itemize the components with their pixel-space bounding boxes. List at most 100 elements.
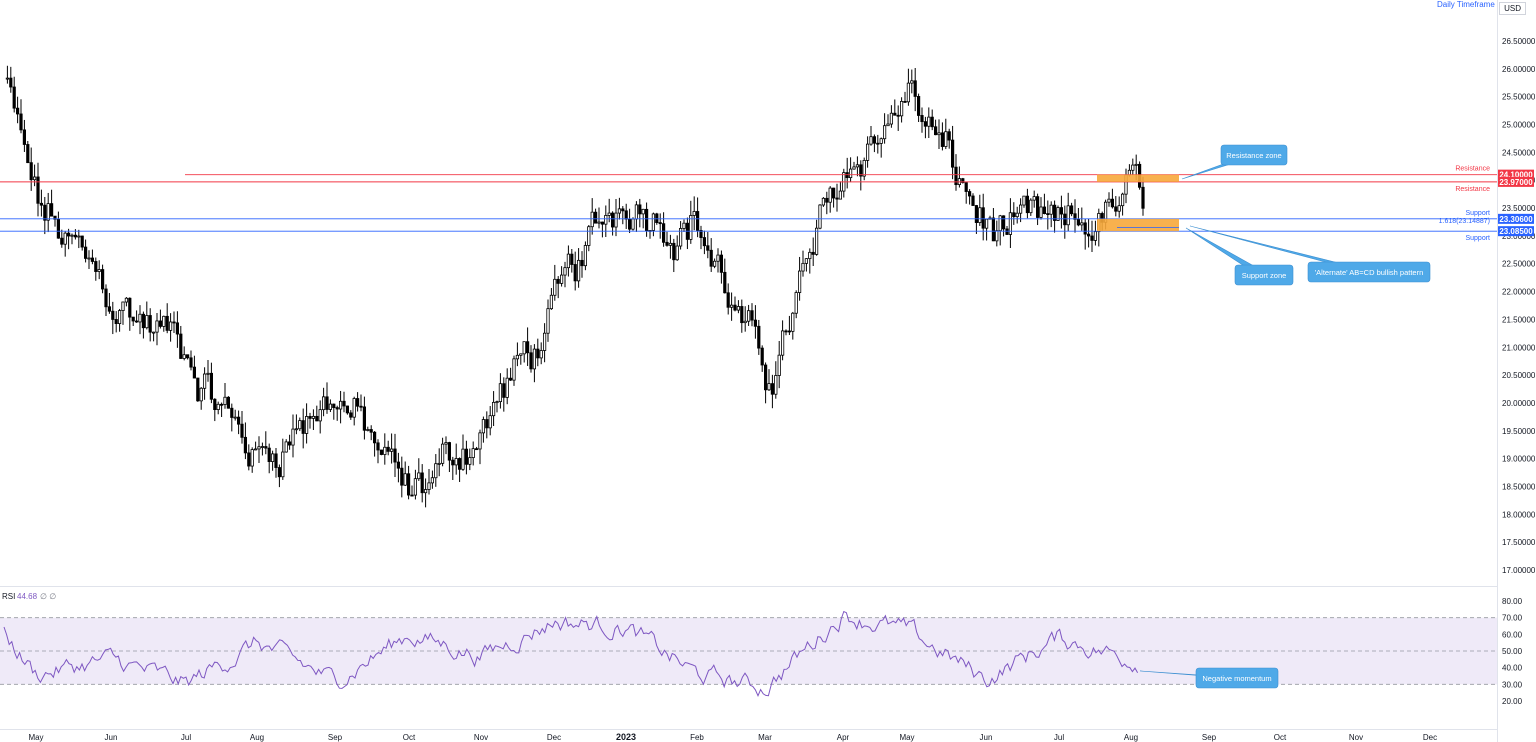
rsi-axis[interactable]: 80.00 70.00 60.00 50.00 40.00 30.00 20.00 <box>1502 597 1523 706</box>
candle-body <box>570 253 574 265</box>
candle-body <box>12 86 16 109</box>
candle-body <box>590 211 594 228</box>
candle-body <box>900 100 904 117</box>
candle-body <box>111 310 115 320</box>
candle-body <box>964 182 968 192</box>
candle-body <box>583 245 588 267</box>
candle-body <box>444 442 448 445</box>
candle-body <box>604 215 608 225</box>
candle-body <box>396 461 401 469</box>
candle-body <box>355 398 360 407</box>
candle-body <box>566 253 571 269</box>
candle-body <box>372 431 377 444</box>
candle-body <box>131 316 135 322</box>
candle-body <box>580 259 584 267</box>
time-tick-label: Oct <box>403 733 416 742</box>
candle-body <box>175 322 179 335</box>
candle-body <box>349 412 353 418</box>
candle-body <box>240 423 244 438</box>
candle-body <box>1087 233 1091 237</box>
candle-body <box>114 319 118 324</box>
rsi-tick-label: 60.00 <box>1502 630 1523 639</box>
candle-body <box>971 195 975 206</box>
rsi-legend-value: 44.68 <box>17 592 38 601</box>
candle-body <box>498 383 503 403</box>
candle-body <box>1127 169 1131 176</box>
time-axis[interactable]: May Jun Jul Aug Sep Oct Nov Dec 2023 Feb Mar Apr May… <box>28 732 1437 742</box>
level-name: Resistance <box>1455 166 1490 173</box>
candle-body <box>485 419 489 429</box>
level-badge-value: 24.10000 <box>1499 171 1533 180</box>
time-tick-label: Aug <box>250 733 264 742</box>
candle-body <box>284 441 288 453</box>
rsi-tick-label: 40.00 <box>1502 664 1523 673</box>
candle-body <box>662 223 666 243</box>
candle-body <box>318 409 322 422</box>
candle-body <box>692 211 696 216</box>
candle-body <box>124 297 128 303</box>
candle-body <box>764 364 768 391</box>
candle-body <box>876 142 880 145</box>
level-badge <box>1498 213 1534 224</box>
candle-body <box>512 358 516 381</box>
candle-body <box>645 208 649 232</box>
price-tick-label: 26.50000 <box>1502 37 1536 46</box>
level-badge <box>1498 176 1534 187</box>
price-axis[interactable]: 26.50000 26.00000 25.50000 25.00000 24.50000… <box>1502 37 1536 575</box>
timeframe-label: Daily Timeframe <box>1437 0 1495 9</box>
candle-body <box>577 259 581 282</box>
currency-button[interactable]: USD <box>1499 2 1526 15</box>
candle-body <box>257 446 261 450</box>
candle-body <box>529 352 533 370</box>
candle-body <box>342 400 346 407</box>
candle-body <box>77 235 81 238</box>
candle-body <box>104 288 108 308</box>
candle-body <box>345 405 350 414</box>
price-tick-label: 21.00000 <box>1502 343 1536 352</box>
candle-body <box>719 254 724 273</box>
level-name: Resistance <box>1455 186 1490 193</box>
candle-body <box>981 207 985 229</box>
candle-body <box>934 126 938 136</box>
candle-body <box>338 400 343 410</box>
candle-body <box>801 262 805 272</box>
candle-body <box>998 215 1002 232</box>
support-zone <box>1097 218 1179 232</box>
fib-label: 1.618(23.14887) <box>1439 218 1490 225</box>
rsi-tick-label: 70.00 <box>1502 614 1523 623</box>
candle-body <box>954 166 958 186</box>
candle-body <box>546 308 550 334</box>
candle-body <box>594 211 598 224</box>
price-tick-label: 18.00000 <box>1502 510 1536 519</box>
candle-body <box>182 354 186 359</box>
candle-body <box>991 217 996 242</box>
candle-body <box>15 107 20 115</box>
candle-body <box>638 204 642 215</box>
candle-body <box>651 213 656 231</box>
candle-body <box>753 319 758 327</box>
candle-body <box>736 306 741 311</box>
candle-body <box>573 264 577 282</box>
candle-body <box>474 448 479 451</box>
candle-body <box>87 257 91 260</box>
candle-body <box>274 453 278 468</box>
momentum-callout-box <box>1195 667 1279 689</box>
candle-body <box>50 203 54 217</box>
candle-body <box>165 315 169 331</box>
candle-body <box>937 132 941 136</box>
candle-body <box>1070 205 1074 215</box>
candle-body <box>1083 222 1087 235</box>
candle-body <box>927 116 931 127</box>
candle-body <box>151 331 156 334</box>
rsi-legend[interactable]: RSI 44.68 ∅ ∅ <box>2 592 56 601</box>
price-tick-label: 19.00000 <box>1502 455 1536 464</box>
time-tick-label: Dec <box>1423 733 1437 742</box>
candle-body <box>121 301 125 311</box>
time-tick-label: May <box>899 733 914 742</box>
candle-body <box>655 213 659 224</box>
candle-body <box>502 383 506 398</box>
time-tick-label: Nov <box>474 733 488 742</box>
level-badge-value: 23.08500 <box>1499 227 1533 236</box>
candle-body <box>974 205 979 223</box>
